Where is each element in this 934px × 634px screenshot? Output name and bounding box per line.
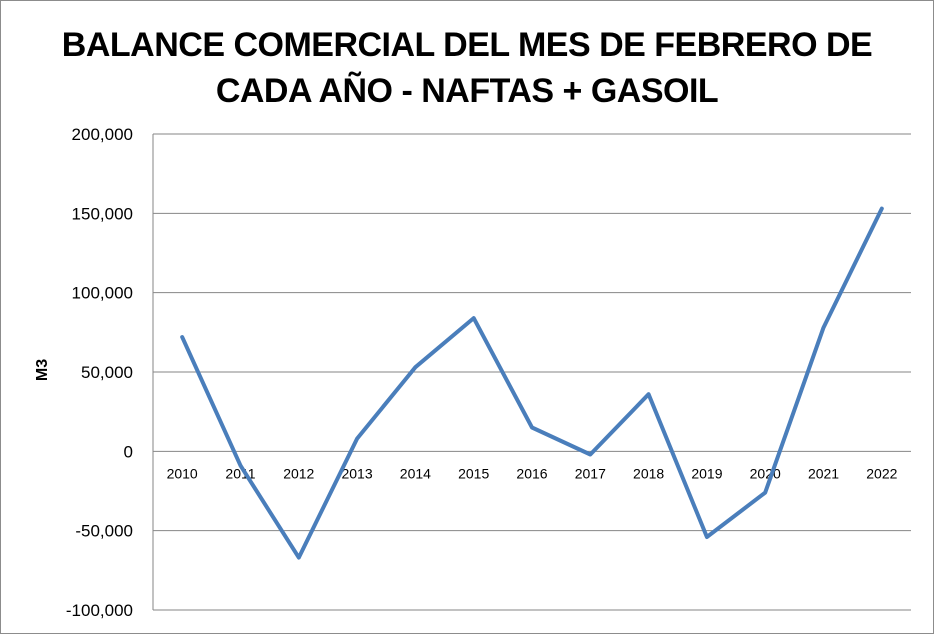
x-tick-label: 2017	[575, 465, 606, 481]
x-tick-label: 2022	[866, 465, 897, 481]
y-tick-label: 150,000	[72, 204, 133, 223]
series-lines	[180, 206, 884, 560]
y-axis-tick-labels: 200,000 150,000 100,000 50,000 0 -50,000 -100,…	[66, 125, 133, 620]
x-tick-label: 2012	[283, 465, 314, 481]
y-tick-label: 0	[124, 442, 133, 461]
x-axis-tick-labels: 2010 2011 2012 2013 2014 2015 2016 2017 2018 2019…	[167, 465, 898, 481]
y-axis-label: M3	[34, 359, 51, 381]
chart-title: BALANCE COMERCIAL DEL MES DE FEBRERO DE …	[0, 22, 934, 114]
chart-title-line-1: BALANCE COMERCIAL DEL MES DE FEBRERO DE	[61, 26, 873, 64]
x-tick-label: 2013	[341, 465, 372, 481]
y-tick-label: 50,000	[81, 363, 133, 382]
y-tick-label: -50,000	[75, 522, 133, 541]
x-tick-label: 2010	[167, 465, 198, 481]
y-tick-label: -100,000	[66, 601, 133, 620]
series-line	[180, 206, 884, 560]
x-tick-label: 2014	[400, 465, 431, 481]
x-tick-label: 2016	[516, 465, 547, 481]
x-tick-label: 2019	[691, 465, 722, 481]
y-tick-label: 100,000	[72, 284, 133, 303]
gridlines	[153, 133, 911, 611]
x-tick-label: 2021	[808, 465, 839, 481]
x-tick-label: 2018	[633, 465, 664, 481]
chart-title-line-2: CADA AÑO - NAFTAS + GASOIL	[215, 72, 719, 110]
x-tick-label: 2015	[458, 465, 489, 481]
y-tick-label: 200,000	[72, 125, 133, 144]
x-tick-label: 2020	[750, 465, 781, 481]
